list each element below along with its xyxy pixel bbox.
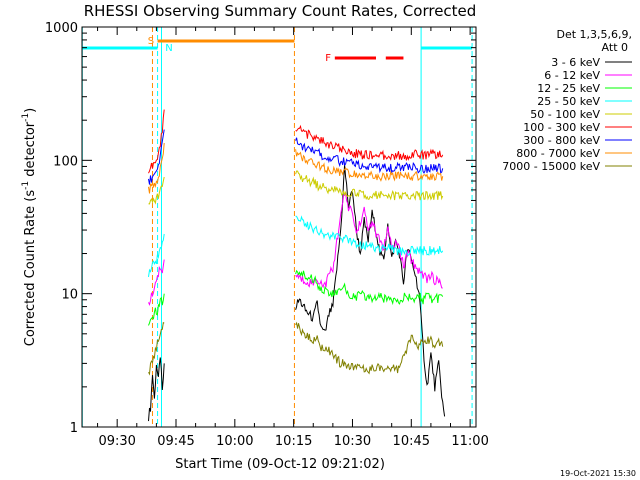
x-axis-label: Start Time (09-Oct-12 09:21:02) [175, 457, 385, 472]
x-tick-label: 10:15 [275, 434, 312, 449]
series-100-300-kev-line [148, 109, 165, 174]
series-12-25-kev-line [148, 293, 165, 326]
legend-100-300-kev-label: 100 - 300 keV [523, 121, 600, 134]
series-50-100-kev-line [148, 176, 165, 205]
x-axis: 09:30 09:45 10:00 10:15 10:30 10:45 11:00 [97, 27, 489, 449]
series-7000-15000-kev-line [148, 321, 165, 376]
legend-25-50-kev-label: 25 - 50 keV [537, 95, 600, 108]
y-tick-label: 10 [61, 288, 78, 303]
series-12-25-kev-line [295, 269, 444, 306]
y-tick-label: 1 [70, 421, 78, 436]
x-tick-label: 10:00 [216, 434, 253, 449]
series-3-6-kev-line [148, 357, 165, 422]
night-label: N [165, 43, 172, 54]
legend-50-100-kev-label: 50 - 100 keV [530, 108, 600, 121]
series-25-50-kev-line [295, 215, 444, 256]
series-50-100-kev-line [295, 170, 444, 201]
legend-6-12-kev-label: 6 - 12 keV [544, 69, 600, 82]
x-tick-label: 11:00 [451, 434, 488, 449]
y-tick-label: 100 [53, 154, 78, 169]
series-6-12-kev-line [295, 191, 443, 289]
x-tick-label: 10:45 [393, 434, 430, 449]
series-800-7000-kev-line [148, 142, 165, 194]
series-layer [148, 109, 446, 422]
chart-title: RHESSI Observing Summary Count Rates, Co… [84, 2, 477, 20]
series-100-300-kev-line [295, 124, 444, 161]
series-800-7000-kev-line [295, 149, 444, 182]
legend-800-7000-kev-label: 800 - 7000 keV [516, 147, 600, 160]
x-tick-label: 09:45 [157, 434, 194, 449]
observing-markers: SN F [81, 27, 473, 427]
y-axis-label-mid: detector [23, 121, 38, 181]
y-axis-label-sup1: -1 [21, 181, 31, 190]
footer-timestamp: 19-Oct-2021 15:30 [560, 469, 636, 478]
y-axis: 1 10 100 1000 [45, 21, 476, 436]
y-axis-label-end: ) [23, 108, 38, 113]
plot-frame [81, 26, 477, 428]
legend-header-line2: Att 0 [602, 41, 628, 54]
x-tick-label: 09:30 [98, 434, 135, 449]
y-axis-label: Corrected Count Rate (s-1 detector-1) [21, 108, 38, 346]
x-tick-label: 10:30 [334, 434, 371, 449]
legend-3-6-kev-label: 3 - 6 keV [551, 56, 600, 69]
y-tick-label: 1000 [45, 21, 78, 36]
legend-12-25-kev-label: 12 - 25 keV [537, 82, 600, 95]
legend-header-line1: Det 1,3,5,6,9, [556, 28, 632, 41]
series-3-6-kev-line [295, 164, 446, 417]
y-axis-label-main: Corrected Count Rate (s [23, 190, 38, 347]
series-300-800-kev-line [295, 137, 444, 174]
legend-7000-15000-kev-label: 7000 - 15000 keV [502, 160, 600, 173]
flare-label: F [325, 53, 331, 64]
saa-label: S [148, 36, 154, 47]
y-axis-label-sup2: -1 [21, 113, 31, 122]
legend-300-800-kev-label: 300 - 800 keV [523, 134, 600, 147]
series-7000-15000-kev-line [295, 321, 444, 375]
series-25-50-kev-line [148, 233, 165, 277]
series-300-800-kev-line [148, 129, 165, 185]
series-6-12-kev-line [148, 259, 165, 306]
